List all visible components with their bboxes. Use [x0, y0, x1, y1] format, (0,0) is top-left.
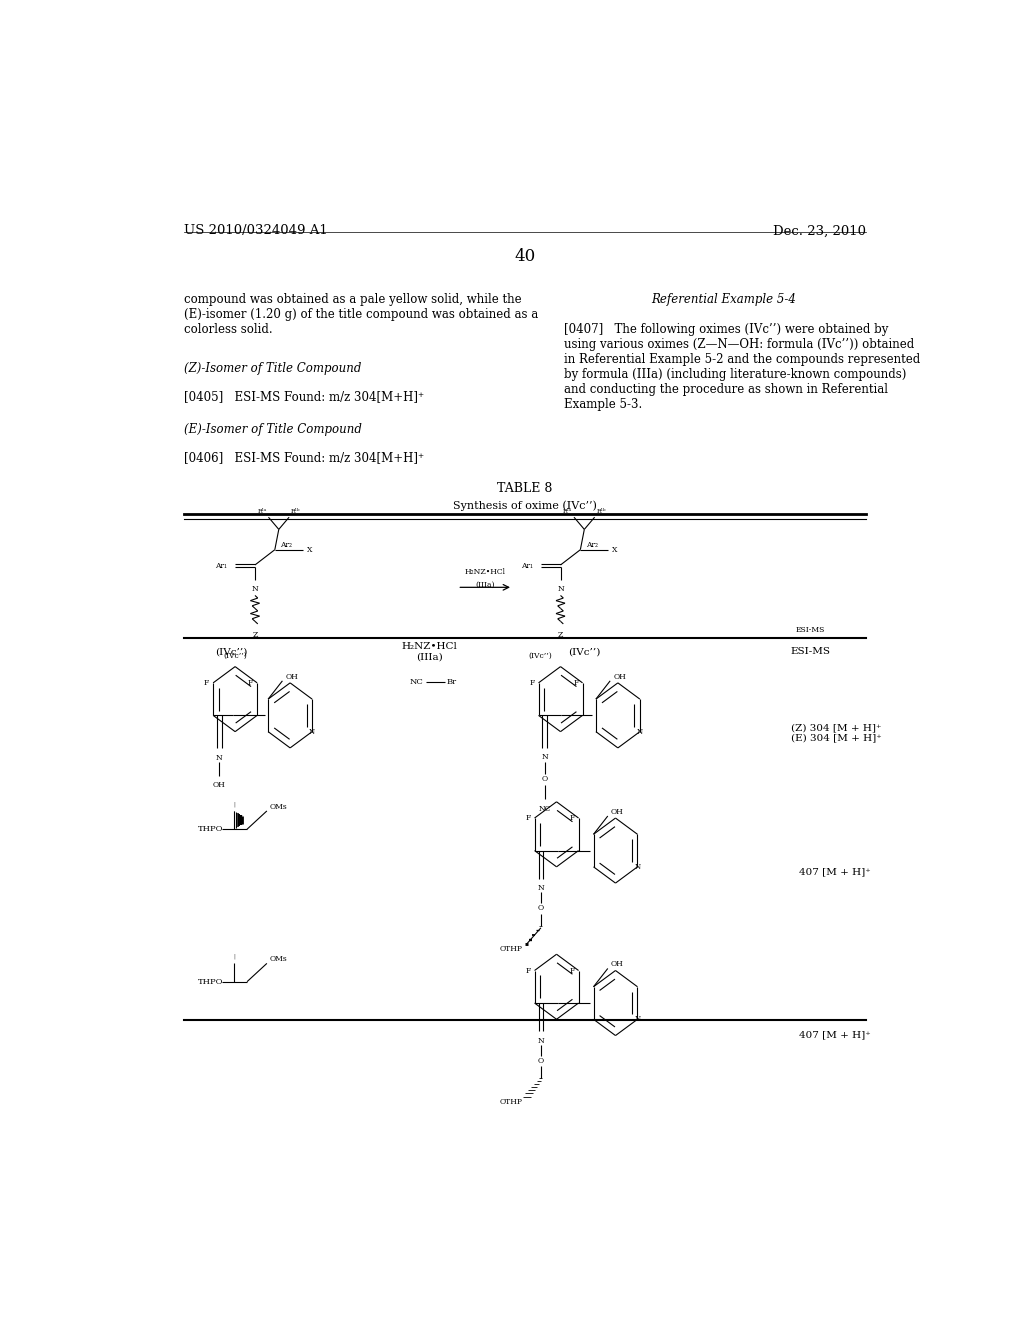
Text: [0405]   ESI-MS Found: m/z 304[M+H]⁺: [0405] ESI-MS Found: m/z 304[M+H]⁺	[183, 391, 424, 403]
Text: [0406]   ESI-MS Found: m/z 304[M+H]⁺: [0406] ESI-MS Found: m/z 304[M+H]⁺	[183, 451, 424, 465]
Text: compound was obtained as a pale yellow solid, while the
(E)-isomer (1.20 g) of t: compound was obtained as a pale yellow s…	[183, 293, 538, 335]
Text: X: X	[306, 545, 312, 553]
Text: H₂NZ•HCl
(IIIa): H₂NZ•HCl (IIIa)	[401, 643, 458, 661]
Text: 407 [M + H]⁺: 407 [M + H]⁺	[799, 1030, 870, 1039]
Text: R¹ᵇ: R¹ᵇ	[596, 508, 606, 513]
Text: OH: OH	[213, 781, 226, 789]
Text: OMs: OMs	[269, 803, 287, 810]
Text: ESI-MS: ESI-MS	[791, 647, 830, 656]
Text: H₂NZ•HCl: H₂NZ•HCl	[465, 568, 506, 576]
Text: N: N	[542, 752, 548, 762]
Text: Z: Z	[252, 631, 258, 639]
Text: O: O	[542, 775, 548, 783]
Text: (IVc’’): (IVc’’)	[568, 647, 600, 656]
Text: Ar₂: Ar₂	[586, 541, 598, 549]
Text: (IIIa): (IIIa)	[475, 581, 495, 589]
Text: Ar₁: Ar₁	[215, 562, 227, 570]
Text: ESI-MS: ESI-MS	[796, 626, 825, 634]
Text: OH: OH	[611, 808, 624, 816]
Text: N: N	[635, 1015, 641, 1023]
Text: Dec. 23, 2010: Dec. 23, 2010	[773, 224, 866, 238]
Text: N: N	[216, 754, 223, 762]
Text: F: F	[204, 678, 209, 686]
Text: OTHP: OTHP	[500, 945, 522, 953]
Text: Referential Example 5-4: Referential Example 5-4	[651, 293, 796, 305]
Text: Ar₁: Ar₁	[521, 562, 532, 570]
Text: F: F	[569, 814, 574, 822]
Text: N: N	[309, 727, 315, 735]
Text: F: F	[525, 814, 530, 822]
Text: O: O	[538, 904, 544, 912]
Text: THPO: THPO	[198, 825, 223, 833]
Text: F: F	[529, 678, 535, 686]
Text: N: N	[538, 884, 545, 892]
Text: X: X	[612, 545, 617, 553]
Text: 407 [M + H]⁺: 407 [M + H]⁺	[799, 867, 870, 876]
Text: (Z) 304 [M + H]⁺
(E) 304 [M + H]⁺: (Z) 304 [M + H]⁺ (E) 304 [M + H]⁺	[791, 723, 882, 742]
Text: |: |	[233, 954, 236, 960]
Text: N: N	[538, 1036, 545, 1044]
Text: N: N	[637, 727, 643, 735]
Text: Br: Br	[447, 678, 457, 686]
Text: OH: OH	[613, 673, 626, 681]
Text: F: F	[573, 678, 579, 686]
Text: OTHP: OTHP	[500, 1098, 522, 1106]
Text: R¹ᵃ: R¹ᵃ	[563, 508, 572, 513]
Text: F: F	[525, 966, 530, 974]
Text: OMs: OMs	[269, 956, 287, 964]
Text: [0407]   The following oximes (IVc’’) were obtained by
using various oximes (Z—N: [0407] The following oximes (IVc’’) were…	[564, 323, 921, 411]
Text: OH: OH	[611, 961, 624, 969]
Text: Ar₂: Ar₂	[281, 541, 293, 549]
Text: US 2010/0324049 A1: US 2010/0324049 A1	[183, 224, 328, 238]
Text: |: |	[233, 801, 236, 807]
Text: NC: NC	[539, 805, 551, 813]
Text: F: F	[248, 678, 253, 686]
Text: (Z)-Isomer of Title Compound: (Z)-Isomer of Title Compound	[183, 362, 360, 375]
Text: N: N	[557, 585, 564, 593]
Text: R¹ᵇ: R¹ᵇ	[291, 508, 300, 513]
Text: (IVc’’): (IVc’’)	[528, 651, 553, 660]
Text: TABLE 8: TABLE 8	[497, 482, 553, 495]
Text: O: O	[538, 1057, 544, 1065]
Text: (E)-Isomer of Title Compound: (E)-Isomer of Title Compound	[183, 422, 361, 436]
Text: Z: Z	[558, 631, 563, 639]
Text: OH: OH	[286, 673, 298, 681]
Text: R¹ᵃ: R¹ᵃ	[257, 508, 267, 513]
Text: Synthesis of oxime (IVc’’): Synthesis of oxime (IVc’’)	[453, 500, 597, 511]
Text: N: N	[635, 863, 641, 871]
Text: N: N	[252, 585, 258, 593]
Text: 40: 40	[514, 248, 536, 265]
Text: F: F	[569, 966, 574, 974]
Text: THPO: THPO	[198, 978, 223, 986]
Text: NC: NC	[410, 678, 424, 686]
Text: (IVc’’): (IVc’’)	[215, 647, 248, 656]
Text: (IVc’’): (IVc’’)	[223, 651, 247, 660]
